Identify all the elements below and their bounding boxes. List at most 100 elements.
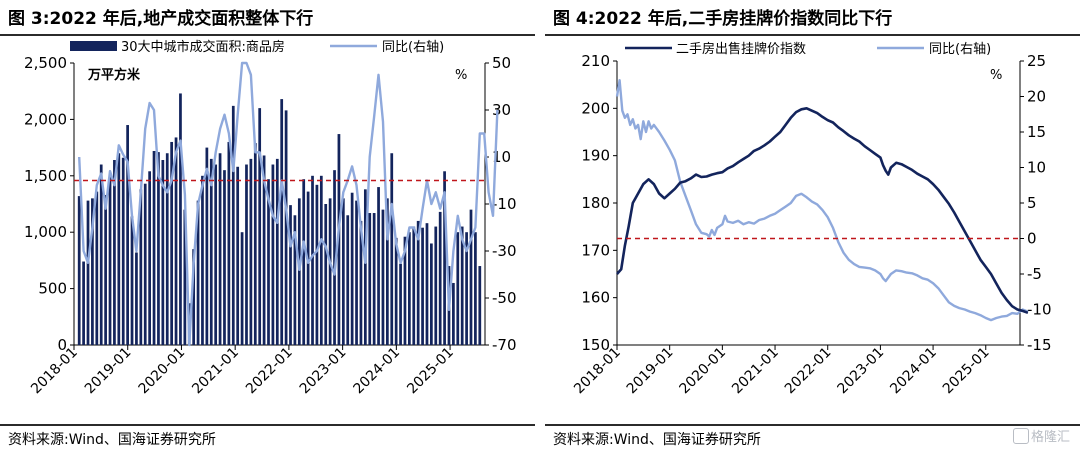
- series-line-yoy: [78, 61, 499, 347]
- bar: [390, 153, 394, 345]
- bar: [223, 170, 226, 345]
- bar: [121, 157, 125, 345]
- source-divider: [545, 424, 1080, 426]
- x-tick-label: 2024-01: [351, 345, 404, 398]
- y-tick-label-left: 2,500: [24, 54, 67, 72]
- legend-label: 二手房出售挂牌价指数: [676, 41, 806, 57]
- bar: [456, 232, 460, 345]
- bar: [201, 175, 204, 345]
- title-divider: [0, 34, 535, 36]
- x-tick-label: 2022-01: [782, 345, 835, 398]
- bar: [113, 160, 116, 345]
- bar: [403, 236, 407, 345]
- source-note: 资料来源:Wind、国海证券研究所: [8, 432, 216, 448]
- series-line-yoy: [615, 79, 1029, 322]
- x-tick-label: 2019-01: [624, 345, 677, 398]
- y-tick-label-right: -70: [492, 336, 517, 354]
- bar: [161, 160, 165, 345]
- bar: [130, 216, 134, 345]
- y-tick-label-right: 50: [492, 54, 511, 72]
- bar: [240, 232, 244, 345]
- bar: [218, 153, 222, 345]
- bar: [350, 192, 354, 345]
- x-tick-label: 2022-01: [243, 345, 296, 398]
- bar: [319, 175, 323, 345]
- legend-label: 同比(右轴): [929, 42, 991, 57]
- x-tick-label: 2023-01: [297, 345, 350, 398]
- y-tick-label-left: 1,500: [24, 167, 67, 185]
- bar: [438, 211, 442, 345]
- y-tick-label-left: 2,000: [24, 110, 67, 128]
- bar: [297, 198, 301, 345]
- y-tick-label-left: 500: [38, 280, 67, 298]
- bar: [253, 143, 257, 345]
- x-tick-label: 2021-01: [729, 345, 782, 398]
- bar: [465, 232, 468, 345]
- y-tick-label-right: -15: [1027, 336, 1052, 354]
- y-tick-label-left: 150: [581, 336, 610, 354]
- title-divider: [545, 34, 1080, 36]
- y-tick-label-right: -5: [1027, 265, 1042, 283]
- bar: [425, 223, 429, 345]
- unit-label-left: 万平方米: [87, 67, 141, 83]
- bar: [394, 237, 398, 345]
- bar: [214, 164, 218, 345]
- bar: [170, 141, 174, 345]
- bar: [77, 196, 81, 345]
- bar: [280, 99, 284, 345]
- bar: [258, 108, 262, 346]
- bar: [196, 200, 200, 345]
- bar: [443, 171, 446, 345]
- chart-area: 05001,0001,5002,0002,500-70-50-30-101030…: [24, 39, 517, 398]
- y-tick-label-right: 30: [492, 101, 511, 119]
- bar: [355, 200, 358, 345]
- x-tick-label: 2019-01: [82, 345, 135, 398]
- bar: [284, 110, 288, 345]
- y-tick-label-left: 190: [581, 147, 610, 165]
- y-tick-label-right: 0: [1027, 230, 1037, 248]
- x-tick-label: 2025-01: [940, 345, 993, 398]
- bar: [86, 200, 90, 345]
- x-tick-label: 2021-01: [189, 345, 242, 398]
- bar: [95, 191, 99, 345]
- y-tick-label-left: 1,000: [24, 223, 67, 241]
- unit-label-right: %: [455, 68, 467, 83]
- watermark: 格隆汇: [1012, 426, 1070, 445]
- bar: [385, 198, 389, 345]
- bar: [377, 187, 380, 345]
- x-tick-label: 2018-01: [28, 345, 81, 398]
- bar: [407, 232, 411, 345]
- y-tick-label-right: -30: [492, 242, 517, 260]
- bar: [104, 194, 107, 345]
- bar: [165, 153, 169, 345]
- bar: [91, 198, 94, 345]
- x-tick-label: 2023-01: [835, 345, 888, 398]
- bar: [231, 105, 235, 345]
- bar: [271, 164, 275, 345]
- bar: [157, 152, 160, 345]
- bar: [306, 191, 310, 345]
- bar: [209, 158, 213, 345]
- bar: [399, 263, 402, 345]
- bar: [108, 175, 112, 345]
- x-tick-label: 2024-01: [887, 345, 940, 398]
- bar: [205, 147, 209, 345]
- bar: [82, 261, 85, 345]
- bar: [179, 93, 182, 346]
- bar: [372, 213, 376, 345]
- bar: [192, 249, 196, 345]
- y-tick-label-left: 210: [581, 52, 610, 70]
- y-tick-label-left: 0: [57, 336, 67, 354]
- bar: [293, 215, 297, 345]
- legend-swatch-bar: [70, 41, 117, 51]
- bar: [412, 226, 416, 345]
- y-tick-label-left: 170: [581, 241, 610, 259]
- chart-panel-right: 图 4:2022 年后,二手房挂牌价指数同比下行 150 160 170 180 190…: [545, 0, 1080, 452]
- y-tick-label-right: 5: [1027, 194, 1037, 212]
- bar: [381, 209, 385, 345]
- bar: [135, 252, 138, 345]
- y-tick-label-right: 20: [1027, 88, 1046, 106]
- bar: [421, 227, 424, 345]
- bar: [139, 189, 143, 345]
- bar: [117, 153, 121, 345]
